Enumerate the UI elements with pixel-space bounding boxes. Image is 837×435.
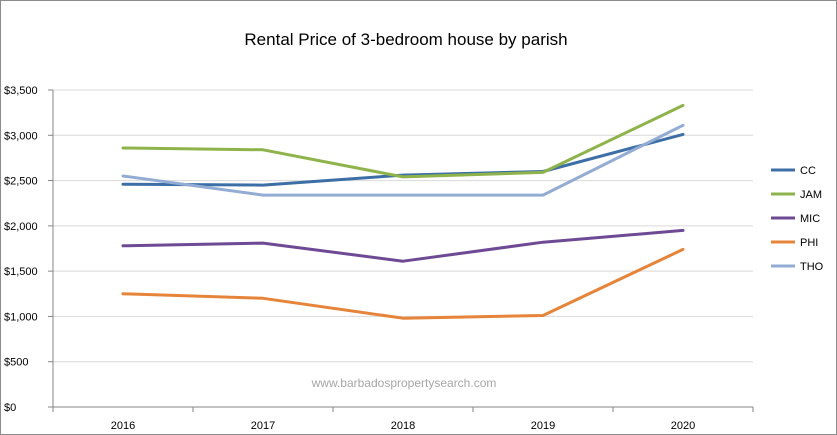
series-line-tho	[121, 123, 685, 197]
legend-label-mic: MIC	[800, 213, 820, 225]
y-tick-label: $2,500	[4, 176, 38, 188]
y-axis-ticks: $0 $500 $1,000 $1,500 $2,000 $2,500 $3,000 $3,5…	[4, 85, 53, 414]
legend-label-cc: CC	[800, 165, 816, 177]
gridlines	[53, 89, 753, 363]
series-line-mic	[121, 228, 685, 263]
y-tick-label: $3,000	[4, 130, 38, 142]
y-tick-label: $3,500	[4, 85, 38, 97]
x-tick-label: 2019	[531, 420, 555, 432]
x-tick-label: 2016	[111, 420, 135, 432]
y-tick-label: $0	[4, 402, 16, 414]
y-tick-label: $2,000	[4, 221, 38, 233]
y-tick-label: $500	[4, 357, 28, 369]
legend-label-tho: THO	[800, 261, 824, 273]
series-line-phi	[121, 247, 685, 320]
y-tick-label: $1,500	[4, 266, 38, 278]
series-line-cc	[121, 132, 685, 187]
series-lines	[121, 103, 685, 320]
legend-label-phi: PHI	[800, 237, 818, 249]
y-tick-label: $1,000	[4, 311, 38, 323]
chart-title: Rental Price of 3-bedroom house by paris…	[244, 30, 567, 49]
legend-label-jam: JAM	[800, 189, 822, 201]
x-tick-label: 2018	[391, 420, 415, 432]
axes	[52, 90, 753, 408]
watermark-text: www.barbadospropertysearch.com	[311, 376, 497, 390]
x-tick-label: 2020	[671, 420, 695, 432]
series-line-jam	[121, 103, 685, 179]
x-tick-label: 2017	[251, 420, 275, 432]
legend: CC JAM MIC PHI THO	[771, 165, 824, 273]
x-axis-ticks: 2016 2017 2018 2019 2020	[52, 407, 754, 432]
